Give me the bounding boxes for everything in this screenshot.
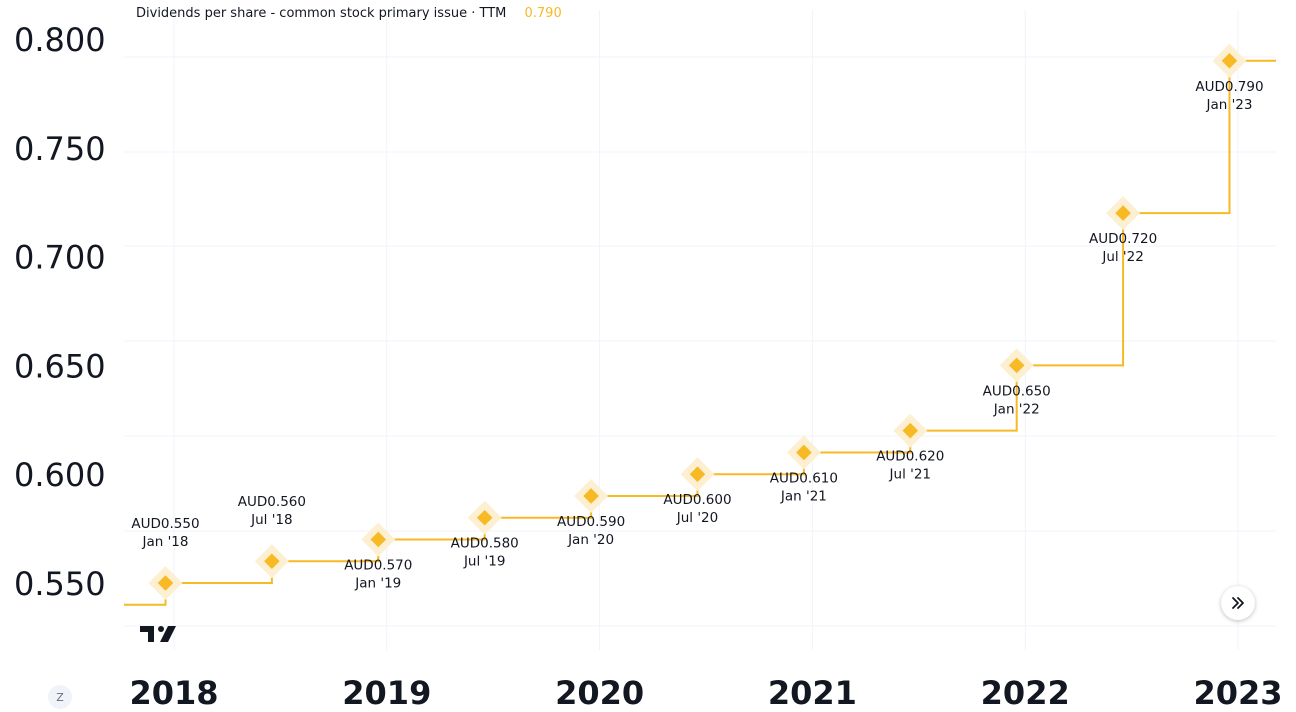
x-tick-label: 2020 xyxy=(555,674,644,712)
data-point-marker xyxy=(157,575,174,591)
y-tick-label: 0.700 xyxy=(14,239,106,277)
data-label-amount: AUD0.650 xyxy=(983,383,1051,399)
data-point xyxy=(786,435,821,470)
y-tick-label: 0.550 xyxy=(14,565,106,603)
data-label-amount: AUD0.580 xyxy=(451,536,519,552)
data-label-period: Jan '20 xyxy=(567,532,614,548)
x-tick-label: 2022 xyxy=(981,674,1070,712)
data-point xyxy=(254,544,289,579)
data-label-period: Jan '18 xyxy=(141,534,188,550)
data-point-marker xyxy=(1221,52,1238,69)
data-label-period: Jul '21 xyxy=(889,467,931,483)
data-point xyxy=(574,478,609,513)
data-labels: AUD0.550 Jan '18 AUD0.560 Jul '18 AUD0.570 Ja… xyxy=(131,79,1263,592)
data-label-amount: AUD0.550 xyxy=(131,516,199,532)
data-point-marker xyxy=(1115,205,1131,221)
data-label-period: Jul '20 xyxy=(676,510,718,526)
data-point xyxy=(1212,43,1247,78)
scroll-to-realtime-button[interactable] xyxy=(1221,586,1255,620)
x-tick-label: 2021 xyxy=(768,674,857,712)
x-tick-label: 2019 xyxy=(342,674,431,712)
data-label-amount: AUD0.570 xyxy=(344,557,412,573)
data-point xyxy=(361,522,396,557)
data-label-amount: AUD0.720 xyxy=(1089,231,1157,247)
y-tick-label: 0.600 xyxy=(14,456,106,494)
data-label-amount: AUD0.620 xyxy=(876,449,944,465)
legend-value: 0.790 xyxy=(524,6,562,21)
data-point xyxy=(1106,196,1141,231)
y-tick-label: 0.750 xyxy=(14,130,106,168)
data-point xyxy=(999,348,1034,383)
chart-legend: Dividends per share - common stock prima… xyxy=(136,6,562,21)
data-point xyxy=(893,413,928,448)
data-label-period: Jul '19 xyxy=(463,554,505,570)
x-axis: 2018 2019 2020 2021 2022 2023 xyxy=(129,674,1282,712)
data-label-amount: AUD0.600 xyxy=(663,492,731,508)
data-label-amount: AUD0.610 xyxy=(770,470,838,486)
data-label-period: Jan '22 xyxy=(993,401,1040,417)
x-tick-label: 2018 xyxy=(129,674,218,712)
chevrons-right-icon xyxy=(1232,597,1244,609)
data-point xyxy=(680,457,715,492)
legend-title: Dividends per share - common stock prima… xyxy=(136,6,507,21)
zoom-button[interactable]: Z xyxy=(48,685,72,709)
tradingview-logo-icon[interactable] xyxy=(140,624,178,648)
data-point xyxy=(148,566,183,600)
data-label-amount: AUD0.590 xyxy=(557,514,625,530)
data-points xyxy=(148,43,1247,600)
data-label-period: Jul '18 xyxy=(250,512,292,528)
data-point xyxy=(467,500,502,535)
data-label-period: Jan '19 xyxy=(354,575,401,591)
data-label-amount: AUD0.560 xyxy=(238,494,306,510)
data-label-period: Jan '21 xyxy=(780,488,827,504)
y-tick-label: 0.650 xyxy=(14,347,106,385)
data-label-period: Jan '23 xyxy=(1205,97,1252,113)
x-tick-label: 2023 xyxy=(1193,674,1282,712)
chart-grid xyxy=(124,10,1276,650)
y-tick-label: 0.800 xyxy=(14,21,106,59)
y-axis: 0.550 0.600 0.650 0.700 0.750 0.800 xyxy=(14,21,106,603)
data-label-period: Jul '22 xyxy=(1101,249,1143,265)
data-label-amount: AUD0.790 xyxy=(1195,79,1263,95)
